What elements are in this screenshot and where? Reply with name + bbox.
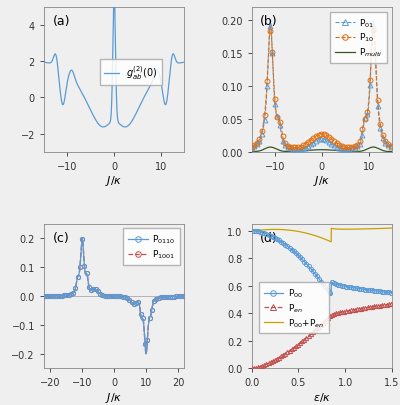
Text: (b): (b) — [260, 15, 278, 28]
Text: (a): (a) — [52, 15, 70, 28]
X-axis label: $\varepsilon/\kappa$: $\varepsilon/\kappa$ — [313, 390, 331, 403]
Text: (d): (d) — [260, 232, 278, 245]
Legend: P$_{0110}$, P$_{1001}$: P$_{0110}$, P$_{1001}$ — [123, 229, 180, 265]
Text: (c): (c) — [52, 232, 69, 245]
X-axis label: $J/\kappa$: $J/\kappa$ — [106, 390, 123, 404]
X-axis label: $J/\kappa$: $J/\kappa$ — [106, 174, 123, 188]
X-axis label: $J/\kappa$: $J/\kappa$ — [313, 174, 330, 188]
Legend: P$_{01}$, P$_{10}$, P$_{multi}$: P$_{01}$, P$_{10}$, P$_{multi}$ — [330, 13, 388, 64]
Legend: P$_{00}$, P$_{en}$, P$_{00}$+P$_{en}$: P$_{00}$, P$_{en}$, P$_{00}$+P$_{en}$ — [259, 283, 329, 333]
Legend: $g_{ab}^{(2)}(0)$: $g_{ab}^{(2)}(0)$ — [100, 60, 162, 86]
